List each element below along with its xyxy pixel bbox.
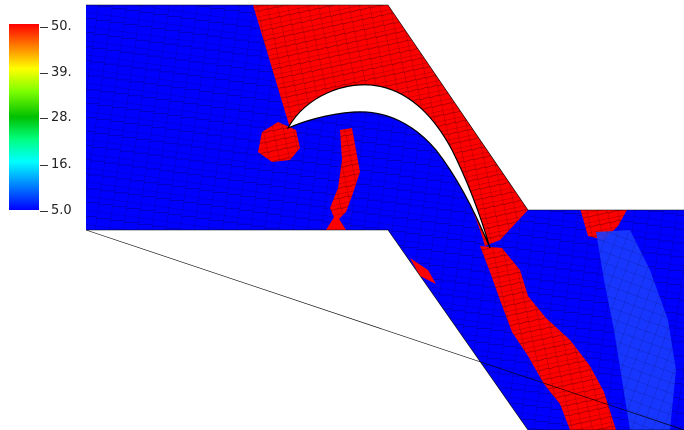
dark-blue-band xyxy=(596,230,676,430)
wake-red-streak-upstream xyxy=(330,128,360,222)
domain-outline xyxy=(85,4,684,430)
colorbar-gradient xyxy=(9,24,39,210)
leading-edge-red-cluster xyxy=(258,122,300,162)
colorbar-tick xyxy=(40,211,48,212)
colorbar-tick xyxy=(40,118,48,119)
colorbar-label-max: 50. xyxy=(51,19,72,34)
colorbar-tick xyxy=(40,73,48,74)
red-patch-top-right xyxy=(580,208,628,240)
colorbar-label-4: 16. xyxy=(51,157,72,172)
wake-red-streak-downstream xyxy=(480,246,616,430)
turbine-blade xyxy=(286,84,491,249)
red-fragment xyxy=(410,258,436,284)
colorbar-tick xyxy=(40,165,48,166)
red-high-value-region xyxy=(253,5,528,246)
red-triangle xyxy=(326,214,346,230)
colorbar-tick xyxy=(40,27,48,28)
colorbar-legend: 50. 39. 28. 16. 5.0 xyxy=(0,0,80,230)
colorbar-label-2: 39. xyxy=(51,65,72,80)
colorbar-label-min: 5.0 xyxy=(51,203,72,218)
colorbar-label-3: 28. xyxy=(51,110,72,125)
mesh-domain xyxy=(86,5,684,430)
